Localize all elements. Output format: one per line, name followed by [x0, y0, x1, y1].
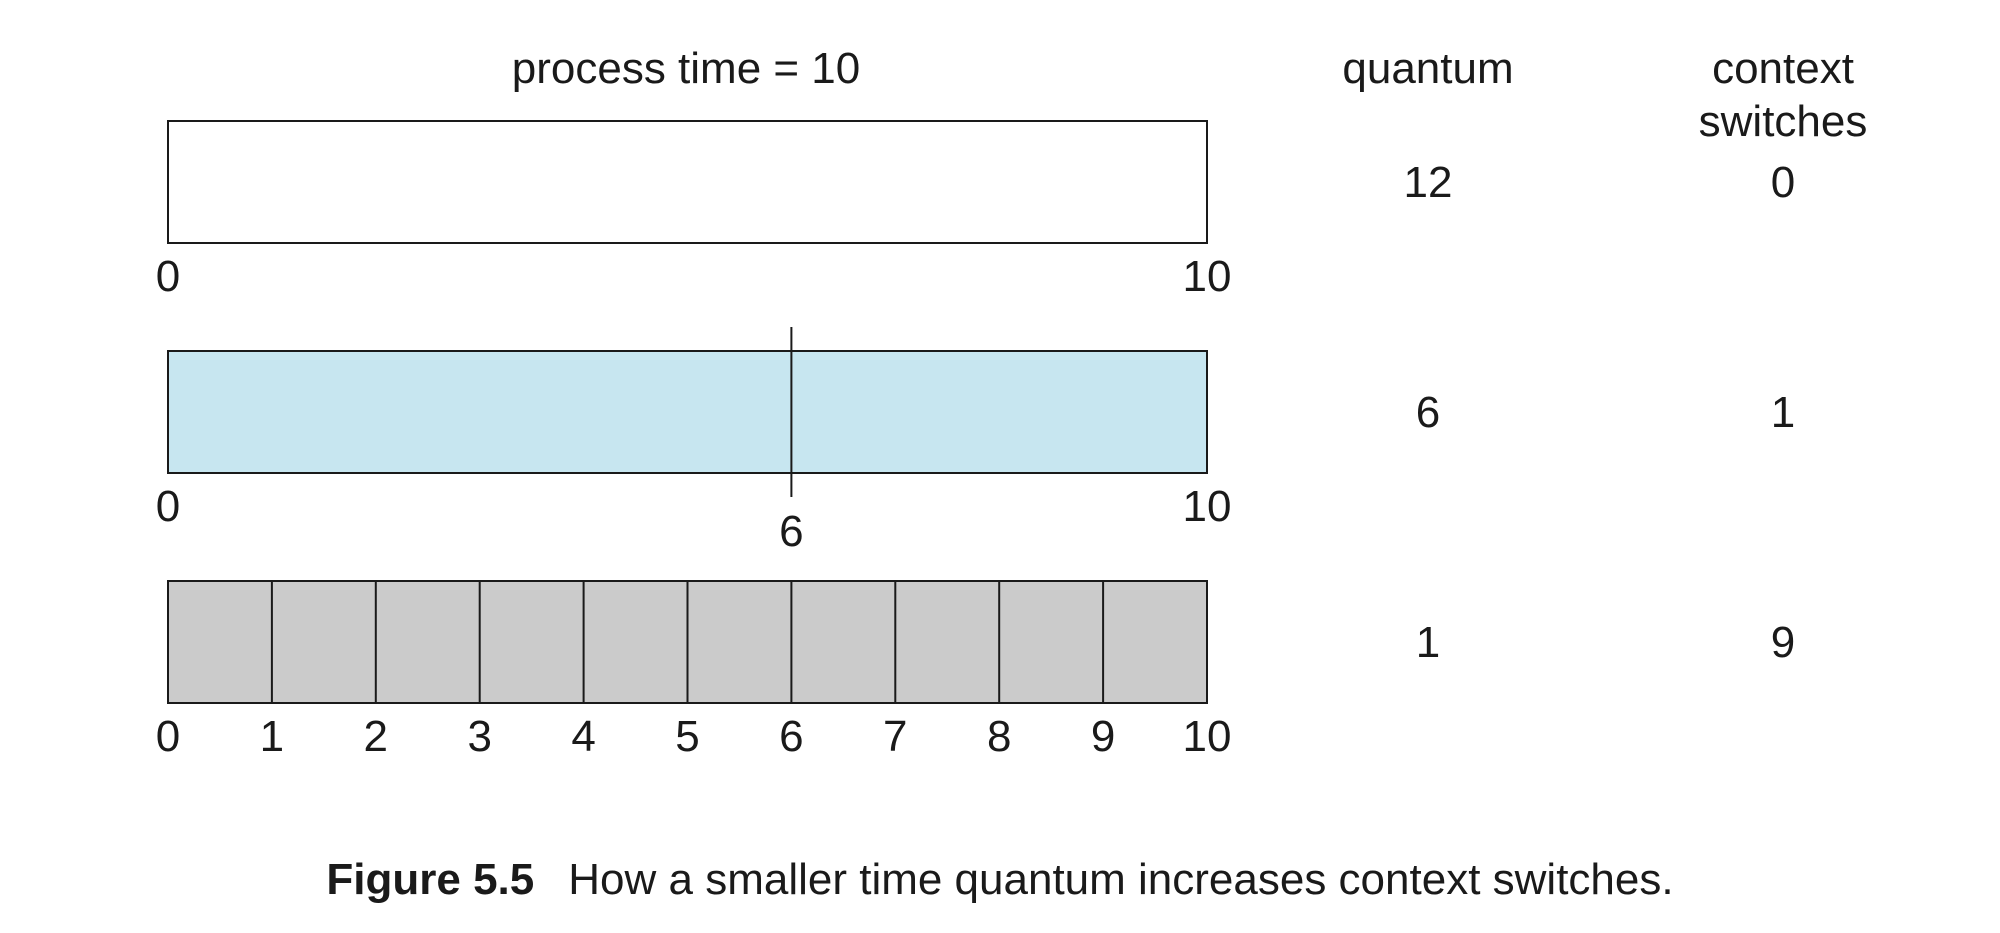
tick-label: 10 — [1183, 252, 1232, 301]
tick-label: 10 — [1183, 482, 1232, 531]
tick-label: 1 — [260, 712, 284, 761]
tick-label: 8 — [987, 712, 1011, 761]
tick-label: 3 — [467, 712, 491, 761]
context-switches-header-line2: switches — [1699, 97, 1868, 146]
tick-label: 0 — [156, 252, 180, 301]
tick-label: 2 — [364, 712, 388, 761]
quantum-value: 6 — [1416, 388, 1440, 437]
context-switches-value: 0 — [1771, 158, 1795, 207]
tick-label: 6 — [779, 507, 803, 556]
process-bar — [167, 120, 1208, 244]
quantum-value: 12 — [1404, 158, 1453, 207]
process-time-label: process time = 10 — [512, 44, 861, 93]
context-switches-header-line1: context — [1712, 44, 1854, 93]
tick-label: 9 — [1091, 712, 1115, 761]
context-switches-value: 1 — [1771, 388, 1795, 437]
tick-label: 10 — [1183, 712, 1232, 761]
tick-label: 5 — [675, 712, 699, 761]
quantum-value: 1 — [1416, 618, 1440, 667]
tick-label: 4 — [571, 712, 595, 761]
figure-caption-text: How a smaller time quantum increases con… — [568, 855, 1674, 904]
figure-label: Figure 5.5 — [326, 855, 535, 904]
process-bar — [167, 350, 1208, 474]
context-switches-value: 9 — [1771, 618, 1795, 667]
tick-label: 6 — [779, 712, 803, 761]
quantum-header: quantum — [1342, 44, 1513, 93]
figure-caption: Figure 5.5 How a smaller time quantum inc… — [0, 852, 2000, 908]
tick-label: 7 — [883, 712, 907, 761]
tick-label: 0 — [156, 712, 180, 761]
tick-label: 0 — [156, 482, 180, 531]
